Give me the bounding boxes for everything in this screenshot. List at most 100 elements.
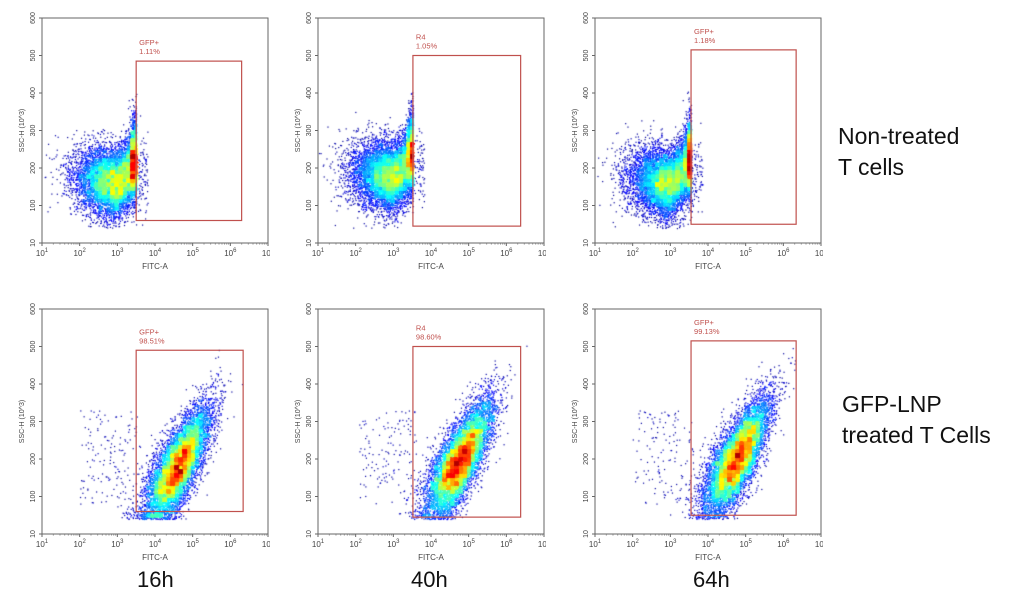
y-tick-label: 400 bbox=[583, 378, 590, 390]
y-tick-label: 400 bbox=[30, 378, 37, 390]
x-tick-label: 104 bbox=[425, 248, 438, 258]
y-tick-label: 600 bbox=[583, 303, 590, 315]
y-axis-label: SSC-H (10^3) bbox=[572, 400, 579, 443]
x-tick-label: 103 bbox=[664, 248, 677, 258]
plot-axes: 10 100 200 300 400 500 600 101 102 103 104 105 106 10… bbox=[572, 12, 823, 271]
y-tick-label: 100 bbox=[306, 200, 313, 212]
y-tick-label: 100 bbox=[30, 200, 37, 212]
y-tick-label: 600 bbox=[306, 12, 313, 24]
x-tick-label: 102 bbox=[74, 539, 87, 549]
y-tick-label: 500 bbox=[306, 50, 313, 62]
y-tick-label: 500 bbox=[583, 341, 590, 353]
x-tick-label: 103 bbox=[664, 539, 677, 549]
x-tick-label: 101 bbox=[589, 539, 602, 549]
flow-plot-16h-nontreated: 10 100 200 300 400 500 600 101 102 103 104 105 106 10… bbox=[0, 0, 270, 280]
plot-axes: 10 100 200 300 400 500 600 101 102 103 104 105 106 10… bbox=[295, 303, 546, 562]
y-tick-label: 500 bbox=[30, 50, 37, 62]
y-tick-label: 300 bbox=[30, 416, 37, 428]
x-tick-label: 106 bbox=[500, 248, 513, 258]
row-label-non-treated: Non-treated T cells bbox=[838, 123, 960, 180]
y-tick-label: 10 bbox=[30, 530, 37, 538]
y-tick-label: 400 bbox=[583, 87, 590, 99]
plot-frame bbox=[594, 17, 822, 244]
time-label-40h: 40h bbox=[411, 567, 448, 592]
y-tick-label: 100 bbox=[306, 491, 313, 503]
y-tick-label: 600 bbox=[306, 303, 313, 315]
gate-percent: 98.60% bbox=[416, 333, 442, 342]
y-tick-label: 400 bbox=[30, 87, 37, 99]
gate-rectangle bbox=[690, 49, 797, 225]
flow-plot-40h-treated: 10 100 200 300 400 500 600 101 102 103 104 105 106 10… bbox=[276, 291, 546, 571]
event-density-scatter bbox=[42, 309, 268, 534]
y-tick-label: 600 bbox=[30, 12, 37, 24]
y-tick-label: 200 bbox=[583, 162, 590, 174]
x-tick-label: 104 bbox=[425, 539, 438, 549]
y-axis-label: SSC-H (10^3) bbox=[19, 109, 26, 152]
y-tick-label: 500 bbox=[30, 341, 37, 353]
x-tick-label: 103 bbox=[111, 248, 124, 258]
gate-percent: 1.18% bbox=[694, 36, 716, 45]
x-tick-label: 106 bbox=[500, 539, 513, 549]
x-tick-label: 103 bbox=[387, 539, 400, 549]
x-tick-label: 101 bbox=[36, 539, 49, 549]
y-tick-label: 200 bbox=[583, 453, 590, 465]
x-tick-label: 102 bbox=[627, 539, 640, 549]
y-tick-label: 10 bbox=[583, 239, 590, 247]
flow-plot-64h-treated: 10 100 200 300 400 500 600 101 102 103 104 105 106 10… bbox=[553, 291, 823, 571]
y-tick-label: 10 bbox=[306, 239, 313, 247]
y-tick-label: 300 bbox=[583, 125, 590, 137]
x-tick-label: 105 bbox=[463, 539, 476, 549]
x-axis-label: FITC-A bbox=[695, 262, 721, 271]
plot-axes: 10 100 200 300 400 500 600 101 102 103 104 105 106 10… bbox=[572, 303, 823, 562]
plot-axes: 10 100 200 300 400 500 600 101 102 103 104 105 106 10… bbox=[295, 12, 546, 271]
y-tick-label: 300 bbox=[30, 125, 37, 137]
y-axis-label: SSC-H (10^3) bbox=[572, 109, 579, 152]
plot-frame bbox=[317, 308, 545, 535]
y-tick-label: 500 bbox=[306, 341, 313, 353]
row-label-gfp-lnp-treated: GFP-LNP treated T Cells bbox=[842, 391, 991, 448]
x-tick-label: 106 bbox=[777, 248, 790, 258]
flow-plot-64h-nontreated: 10 100 200 300 400 500 600 101 102 103 104 105 106 10… bbox=[553, 0, 823, 280]
x-tick-label: 106 bbox=[777, 539, 790, 549]
x-tick-label: 101 bbox=[312, 539, 325, 549]
plot-frame bbox=[317, 17, 545, 244]
x-axis-label: FITC-A bbox=[418, 553, 444, 562]
x-tick-label: 106 bbox=[224, 248, 237, 258]
x-axis-label: FITC-A bbox=[142, 553, 168, 562]
gate-rectangle bbox=[135, 60, 243, 222]
gate-rectangle bbox=[135, 349, 244, 513]
y-tick-label: 300 bbox=[306, 125, 313, 137]
flow-plot-16h-treated: 10 100 200 300 400 500 600 101 102 103 104 105 106 10… bbox=[0, 291, 270, 571]
y-tick-label: 100 bbox=[30, 491, 37, 503]
y-tick-label: 200 bbox=[306, 162, 313, 174]
event-density-scatter bbox=[595, 309, 821, 534]
event-density-scatter bbox=[42, 18, 268, 243]
gate-percent: 98.51% bbox=[139, 336, 165, 345]
y-tick-label: 100 bbox=[583, 200, 590, 212]
x-tick-label: 105 bbox=[187, 539, 200, 549]
gate-name: GFP+ bbox=[694, 27, 714, 36]
x-axis-label: FITC-A bbox=[142, 262, 168, 271]
gate-rectangle bbox=[412, 54, 522, 227]
y-tick-label: 400 bbox=[306, 87, 313, 99]
x-tick-label: 102 bbox=[350, 248, 363, 258]
time-label-64h: 64h bbox=[693, 567, 730, 592]
plot-axes: 10 100 200 300 400 500 600 101 102 103 104 105 106 10… bbox=[19, 12, 270, 271]
y-axis-label: SSC-H (10^3) bbox=[295, 400, 302, 443]
y-tick-label: 200 bbox=[30, 162, 37, 174]
x-tick-label: 104 bbox=[702, 539, 715, 549]
y-tick-label: 400 bbox=[306, 378, 313, 390]
y-tick-label: 500 bbox=[583, 50, 590, 62]
gate-percent: 1.05% bbox=[416, 42, 438, 51]
y-tick-label: 600 bbox=[30, 303, 37, 315]
x-tick-label: 102 bbox=[350, 539, 363, 549]
x-tick-label: 103 bbox=[111, 539, 124, 549]
x-axis-label: FITC-A bbox=[418, 262, 444, 271]
gate-name: GFP+ bbox=[139, 38, 159, 47]
x-tick-label: 105 bbox=[463, 248, 476, 258]
x-tick-label: 105 bbox=[187, 248, 200, 258]
y-tick-label: 300 bbox=[306, 416, 313, 428]
y-axis-label: SSC-H (10^3) bbox=[19, 400, 26, 443]
gate-rectangle bbox=[690, 340, 797, 516]
x-tick-label: 101 bbox=[589, 248, 602, 258]
